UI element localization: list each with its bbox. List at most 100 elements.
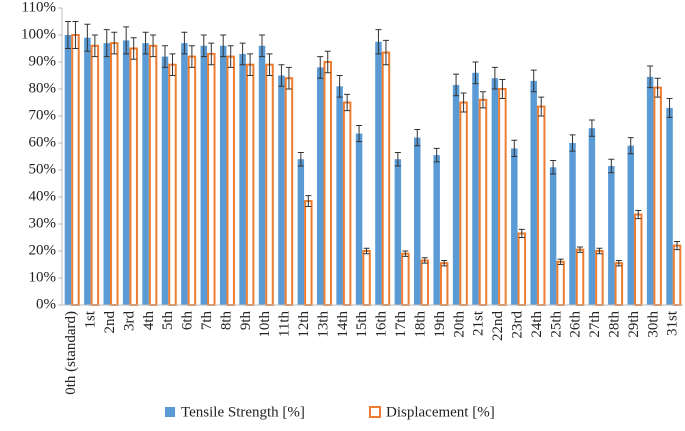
- error-bar: [363, 247, 370, 255]
- bar: [530, 80, 537, 306]
- x-tick-label: 15th: [354, 311, 370, 338]
- error-bar: [402, 250, 409, 257]
- bar: [595, 250, 604, 306]
- x-tick-label: 25th: [548, 311, 564, 338]
- error-bar: [259, 34, 266, 58]
- error-bar: [169, 53, 176, 76]
- error-bar: [530, 69, 537, 93]
- bar: [336, 86, 343, 305]
- x-tick-label: 22nd: [490, 311, 506, 342]
- error-bar: [84, 23, 91, 52]
- y-tick-label: 70%: [29, 107, 57, 123]
- bar: [284, 77, 294, 306]
- error-bar: [375, 29, 382, 55]
- error-bar: [441, 259, 448, 267]
- bar: [258, 45, 266, 306]
- x-tick-label: 31st: [665, 310, 681, 336]
- bar: [459, 101, 468, 306]
- bar: [90, 44, 100, 307]
- error-bar: [142, 31, 149, 55]
- error-bar: [317, 56, 324, 79]
- error-bar: [453, 73, 460, 97]
- error-bar: [324, 50, 331, 74]
- x-tick-label: 24th: [529, 311, 545, 338]
- error-bar: [278, 64, 285, 87]
- y-tick-label: 30%: [29, 215, 57, 231]
- error-bar: [123, 26, 130, 55]
- error-bar: [550, 160, 557, 175]
- bar: [297, 159, 305, 305]
- bar: [381, 51, 391, 306]
- error-bar: [266, 53, 273, 76]
- bar: [245, 63, 255, 306]
- error-bar: [577, 246, 584, 253]
- bar: [478, 98, 488, 306]
- bar: [148, 44, 158, 307]
- bar: [129, 47, 138, 306]
- error-bar: [103, 29, 110, 58]
- error-bar: [666, 97, 673, 118]
- x-tick-label: 9th: [238, 311, 254, 331]
- bar: [375, 41, 382, 305]
- error-bar: [111, 31, 118, 55]
- bar: [627, 145, 634, 305]
- bar: [239, 53, 246, 306]
- x-tick-label: 0th (standard): [63, 311, 79, 395]
- error-bar: [161, 45, 168, 68]
- x-tick-label: 20th: [451, 311, 467, 338]
- bar: [64, 35, 72, 305]
- bar: [207, 52, 216, 307]
- error-bar: [608, 158, 615, 174]
- bar: [672, 244, 682, 307]
- error-bar: [394, 151, 401, 167]
- bar: [420, 259, 430, 307]
- x-tick-label: 26th: [568, 311, 584, 338]
- error-bar: [382, 39, 389, 66]
- bar: [219, 45, 227, 306]
- bar: [323, 61, 332, 306]
- x-tick-label: 14th: [335, 311, 351, 338]
- bar: [142, 43, 149, 305]
- error-bar: [297, 151, 304, 167]
- bar: [633, 213, 643, 306]
- error-bar: [472, 61, 479, 85]
- y-tick-label: 50%: [29, 161, 57, 177]
- error-bar: [150, 34, 157, 58]
- bar: [187, 55, 197, 306]
- bar: [161, 56, 169, 305]
- bar: [265, 63, 274, 306]
- y-tick-label: 10%: [29, 269, 57, 285]
- x-tick-label: 13th: [315, 311, 331, 338]
- error-bar: [227, 45, 234, 68]
- bar: [536, 105, 546, 306]
- error-bar: [285, 66, 292, 90]
- x-tick-label: 18th: [412, 311, 428, 338]
- bar: [511, 148, 518, 305]
- x-tick-label: 5th: [160, 311, 176, 331]
- bar: [517, 232, 527, 306]
- bar: [653, 86, 662, 307]
- y-tick-label: 110%: [22, 0, 56, 15]
- legend-swatch: [165, 407, 175, 417]
- x-tick-label: 11th: [277, 311, 293, 338]
- error-bar: [91, 34, 98, 58]
- bar: [226, 55, 235, 306]
- error-bar: [538, 96, 545, 117]
- bar: [103, 43, 111, 305]
- bar: [666, 107, 673, 306]
- error-bar: [344, 93, 351, 112]
- x-tick-label: 4th: [141, 311, 157, 331]
- y-tick-label: 0%: [36, 296, 56, 312]
- y-tick-label: 80%: [29, 80, 57, 96]
- x-tick-label: 10th: [257, 311, 273, 338]
- error-bar: [239, 42, 246, 66]
- bar: [200, 45, 208, 306]
- bar: [181, 43, 188, 305]
- bar: [646, 76, 654, 305]
- error-bar: [596, 247, 603, 255]
- x-tick-label: 29th: [626, 311, 642, 338]
- bar: [278, 75, 285, 305]
- error-bar: [356, 124, 363, 143]
- bar: [433, 155, 440, 305]
- error-bar: [305, 195, 312, 207]
